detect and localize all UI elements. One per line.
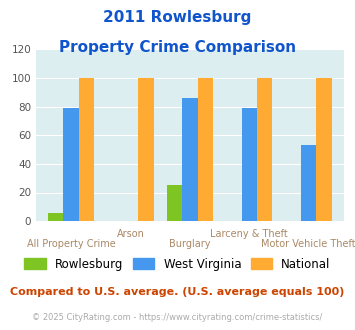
Text: All Property Crime: All Property Crime: [27, 239, 115, 249]
Bar: [138, 78, 154, 221]
Text: Compared to U.S. average. (U.S. average equals 100): Compared to U.S. average. (U.S. average …: [10, 287, 345, 297]
Bar: [182, 98, 198, 221]
Text: Burglary: Burglary: [169, 239, 211, 249]
Text: Arson: Arson: [116, 229, 144, 239]
Bar: [48, 213, 64, 221]
Text: Property Crime Comparison: Property Crime Comparison: [59, 40, 296, 54]
Bar: [257, 78, 273, 221]
Legend: Rowlesburg, West Virginia, National: Rowlesburg, West Virginia, National: [18, 252, 337, 277]
Bar: [301, 145, 316, 221]
Bar: [64, 108, 79, 221]
Bar: [242, 108, 257, 221]
Text: © 2025 CityRating.com - https://www.cityrating.com/crime-statistics/: © 2025 CityRating.com - https://www.city…: [32, 313, 323, 322]
Bar: [79, 78, 94, 221]
Bar: [316, 78, 332, 221]
Text: Motor Vehicle Theft: Motor Vehicle Theft: [261, 239, 355, 249]
Text: Larceny & Theft: Larceny & Theft: [211, 229, 288, 239]
Bar: [198, 78, 213, 221]
Text: 2011 Rowlesburg: 2011 Rowlesburg: [103, 10, 252, 25]
Bar: [167, 185, 182, 221]
